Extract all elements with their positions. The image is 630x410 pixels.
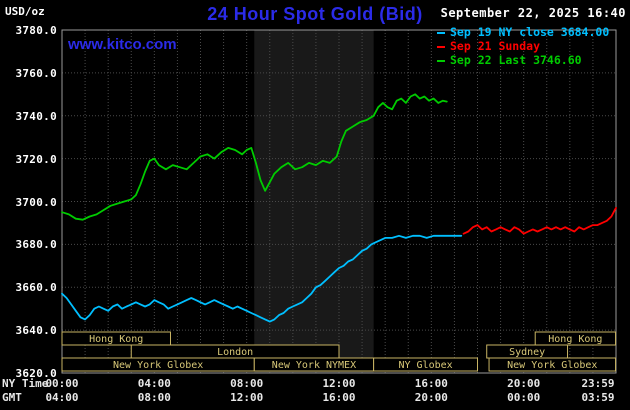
x-axis-caption-ny-time: NY Time [2, 377, 49, 390]
x-tick-label: 16:00 [322, 391, 356, 404]
x-tick-label: 00:00 [507, 391, 541, 404]
red-series-dash-icon [437, 45, 445, 48]
x-axis-caption-gmt: GMT [2, 391, 22, 404]
y-tick-label: 3720.0 [15, 152, 57, 166]
y-tick-label: 3740.0 [15, 109, 57, 123]
session-label: London [217, 347, 253, 358]
x-tick-label: 04:00 [45, 391, 79, 404]
session-label: New York NYMEX [272, 360, 356, 371]
session-label: New York Globex [113, 360, 203, 371]
session-box [488, 357, 617, 372]
chart-legend: Sep 19 NY close 3684.00 Sep 21 Sunday Se… [437, 25, 609, 67]
y-tick-label: 3760.0 [15, 66, 57, 80]
y-tick-label: 3680.0 [15, 238, 57, 252]
x-tick-label: 00:00 [45, 377, 79, 390]
x-tick-label: 08:00 [137, 391, 171, 404]
y-tick-label: 3660.0 [15, 281, 57, 295]
y-tick-label: 3780.0 [15, 24, 57, 37]
chart-datetime: September 22, 2025 16:40 [440, 6, 626, 20]
price-series [61, 234, 463, 323]
price-series [462, 206, 617, 235]
x-tick-label: 20:00 [507, 377, 541, 390]
page-title: 24 Hour Spot Gold (Bid) [207, 4, 423, 24]
y-tick-label: 3700.0 [15, 195, 57, 209]
session-label: Sydney [509, 347, 545, 358]
y-tick-label: 3620.0 [15, 367, 57, 380]
x-tick-label: 20:00 [414, 391, 448, 404]
legend-label: Sep 22 Last 3746.60 [450, 53, 582, 67]
kitco-website-link[interactable]: www.kitco.com [68, 36, 177, 53]
plot-border [61, 29, 617, 374]
x-tick-label: 12:00 [322, 377, 356, 390]
x-tick-label: 08:00 [230, 377, 264, 390]
legend-label: Sep 21 Sunday [450, 39, 541, 53]
legend-item-sunday: Sep 21 Sunday [437, 39, 609, 53]
x-tick-label: 12:00 [230, 391, 264, 404]
session-box [534, 331, 617, 346]
legend-item-today-last: Sep 22 Last 3746.60 [437, 53, 609, 67]
legend-item-friday-close: Sep 19 NY close 3684.00 [437, 25, 609, 39]
session-label: Hong Kong [89, 334, 143, 345]
y-tick-label: 3640.0 [15, 324, 57, 338]
cyan-series-dash-icon [437, 31, 445, 34]
legend-label: Sep 19 NY close 3684.00 [450, 25, 610, 39]
session-label: Hong Kong [548, 334, 602, 345]
session-label: NY Globex [398, 360, 452, 371]
session-box [373, 357, 478, 372]
green-series-dash-icon [437, 59, 445, 62]
price-units-label: USD/oz [5, 5, 45, 18]
x-tick-label: 23:59 [581, 377, 615, 390]
x-tick-label: 03:59 [581, 391, 615, 404]
x-tick-label: 16:00 [414, 377, 448, 390]
price-series [61, 93, 448, 221]
session-label: New York Globex [507, 360, 597, 371]
x-tick-label: 04:00 [137, 377, 171, 390]
session-box [61, 331, 171, 346]
